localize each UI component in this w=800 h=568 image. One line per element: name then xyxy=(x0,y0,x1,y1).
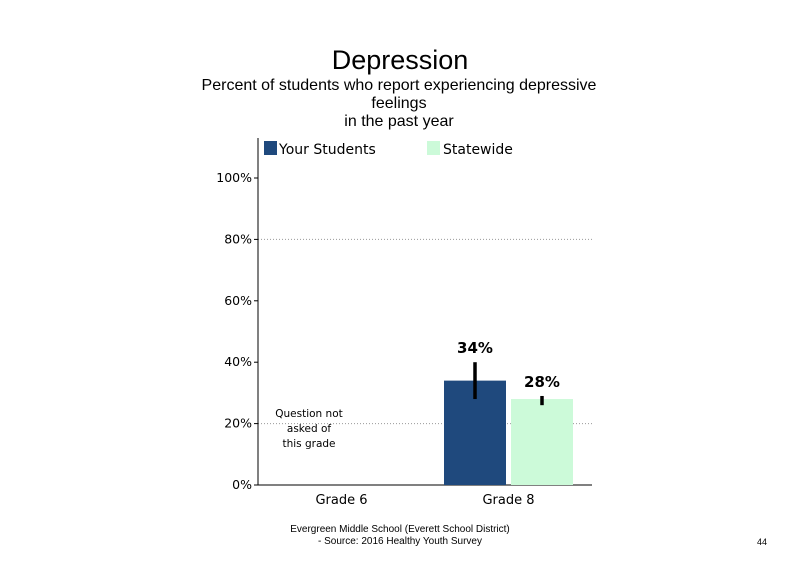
legend-swatch-your-students xyxy=(264,141,277,155)
note-line-2: asked of xyxy=(287,423,331,435)
legend-swatch-statewide xyxy=(427,141,440,155)
y-tick-label: 100% xyxy=(216,170,252,185)
chart-subtitle: Percent of students who report experienc… xyxy=(189,77,609,131)
subtitle-line-3: in the past year xyxy=(344,113,454,130)
grade-6-note: Question not asked of this grade xyxy=(275,408,343,450)
note-line-3: this grade xyxy=(282,438,335,450)
chart-title: Depression xyxy=(331,45,469,75)
legend: Your Students Statewide xyxy=(264,141,513,158)
y-axis-ticks: 0% 20% 40% 60% 80% 100% xyxy=(216,170,258,492)
footer: Evergreen Middle School (Everett School … xyxy=(230,524,570,548)
legend-label-your-students: Your Students xyxy=(278,142,376,158)
page-number: 44 xyxy=(757,537,768,547)
footer-line-1: Evergreen Middle School (Everett School … xyxy=(290,524,510,535)
bars: 34% 28% xyxy=(444,339,573,485)
subtitle-line-1: Percent of students who report experienc… xyxy=(201,77,597,94)
x-axis-labels: Grade 6 Grade 8 xyxy=(315,493,534,508)
data-label: 28% xyxy=(524,373,560,391)
footer-line-2: - Source: 2016 Healthy Youth Survey xyxy=(318,536,482,547)
y-tick-label: 80% xyxy=(224,231,252,246)
bar-statewide-grade-8 xyxy=(511,399,573,485)
legend-label-statewide: Statewide xyxy=(443,142,513,158)
note-line-1: Question not xyxy=(275,408,343,420)
y-tick-label: 40% xyxy=(224,354,252,369)
y-tick-label: 20% xyxy=(224,416,252,431)
y-tick-label: 0% xyxy=(232,477,252,492)
y-tick-label: 60% xyxy=(224,293,252,308)
data-label: 34% xyxy=(457,339,493,357)
x-tick-label: Grade 8 xyxy=(482,493,534,508)
x-tick-label: Grade 6 xyxy=(315,493,367,508)
subtitle-line-2: feelings xyxy=(371,95,427,112)
